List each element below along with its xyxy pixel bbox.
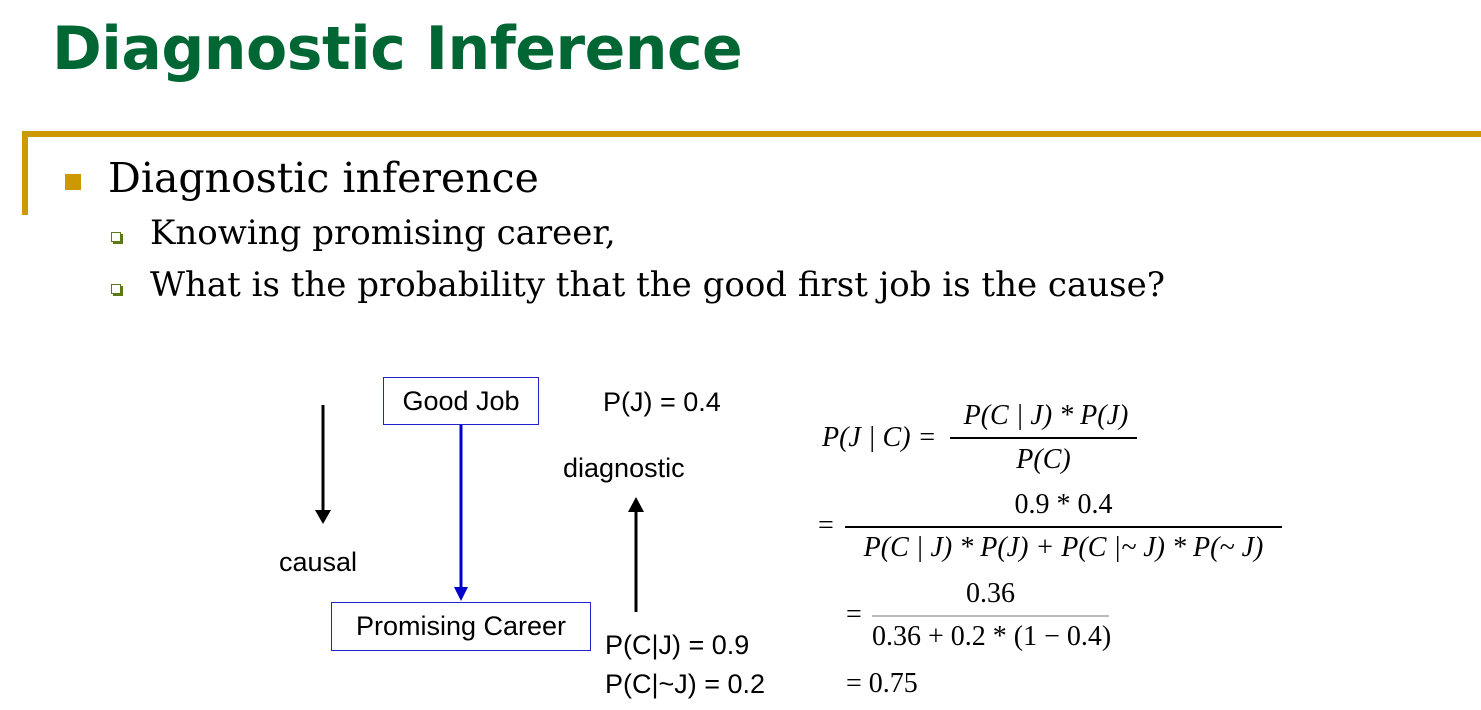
causal-arrow-head: [315, 510, 331, 524]
prob-j: P(J) = 0.4: [603, 387, 721, 417]
eq-num2: 0.9 * 0.4: [1014, 489, 1113, 520]
eq-den1: P(C): [1016, 444, 1071, 475]
title-divider: [22, 131, 1481, 137]
eq-den3: 0.36 + 0.2 * (1 − 0.4): [872, 621, 1112, 652]
eq-equals: =: [818, 510, 834, 541]
eq-num1: P(C | J) * P(J): [963, 400, 1129, 431]
prob-c-given-not-j: P(C|~J) = 0.2: [605, 669, 766, 699]
title-divider-side: [22, 131, 28, 215]
sub-bullet-icon: [111, 232, 121, 242]
bayes-edge-head: [454, 587, 468, 601]
bullet-main: Diagnostic inference: [108, 154, 539, 202]
slide-title: Diagnostic Inference: [52, 14, 743, 84]
frac-line: [872, 615, 1109, 617]
eq-equals: =: [846, 599, 862, 630]
frac-line: [950, 437, 1137, 439]
label-causal: causal: [279, 547, 358, 577]
frac-line: [845, 526, 1282, 528]
prob-c-given-j: P(C|J) = 0.9: [605, 630, 750, 660]
sub-bullet-icon: [111, 284, 121, 294]
diagnostic-arrow-head: [628, 497, 644, 512]
node-good-job: Good Job: [383, 377, 539, 425]
bullet-square-icon: [65, 174, 81, 190]
eq-lhs: P(J | C) =: [822, 422, 937, 453]
sub-bullet-1: Knowing promising career,: [150, 213, 616, 253]
node-promising-career: Promising Career: [331, 602, 591, 651]
eq-den2: P(C | J) * P(J) + P(C |~ J) * P(~ J): [863, 532, 1264, 563]
eq-result: = 0.75: [846, 668, 918, 699]
label-diagnostic: diagnostic: [563, 453, 685, 483]
sub-bullet-2: What is the probability that the good fi…: [150, 265, 1165, 305]
eq-num3: 0.36: [966, 578, 1015, 609]
